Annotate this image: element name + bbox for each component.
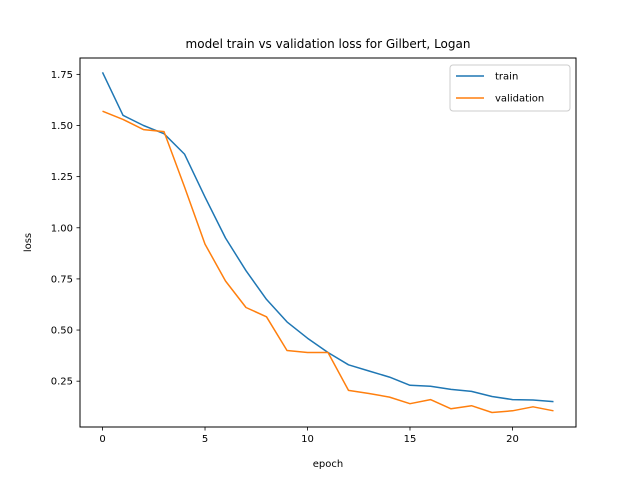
legend-label-train: train: [495, 72, 518, 83]
legend: train validation: [449, 64, 571, 112]
x-tick-label: 15: [404, 434, 417, 445]
chart-title: model train vs validation loss for Gilbe…: [186, 37, 471, 51]
y-tick-label: 1.00: [51, 223, 73, 234]
y-tick-label: 1.75: [51, 70, 73, 81]
x-tick-label: 10: [301, 434, 314, 445]
y-tick-label: 1.25: [51, 172, 73, 183]
y-tick-label: 0.50: [51, 326, 73, 337]
axes-frame: [79, 57, 577, 428]
series-line-validation: [102, 110, 554, 414]
y-tick-label: 0.25: [51, 377, 73, 388]
y-tick-label: 0.75: [51, 274, 73, 285]
x-axis-label: epoch: [313, 459, 343, 470]
legend-label-validation: validation: [495, 94, 544, 105]
x-axis: 0 5 10 15 20: [99, 427, 519, 445]
y-axis: 0.25 0.50 0.75 1.00 1.25 1.50 1.75: [51, 70, 80, 388]
x-tick-label: 5: [202, 434, 208, 445]
y-axis-label: loss: [23, 233, 34, 252]
x-tick-label: 0: [99, 434, 105, 445]
y-tick-label: 1.50: [51, 121, 73, 132]
plot-area: [101, 71, 554, 414]
x-tick-label: 20: [506, 434, 519, 445]
